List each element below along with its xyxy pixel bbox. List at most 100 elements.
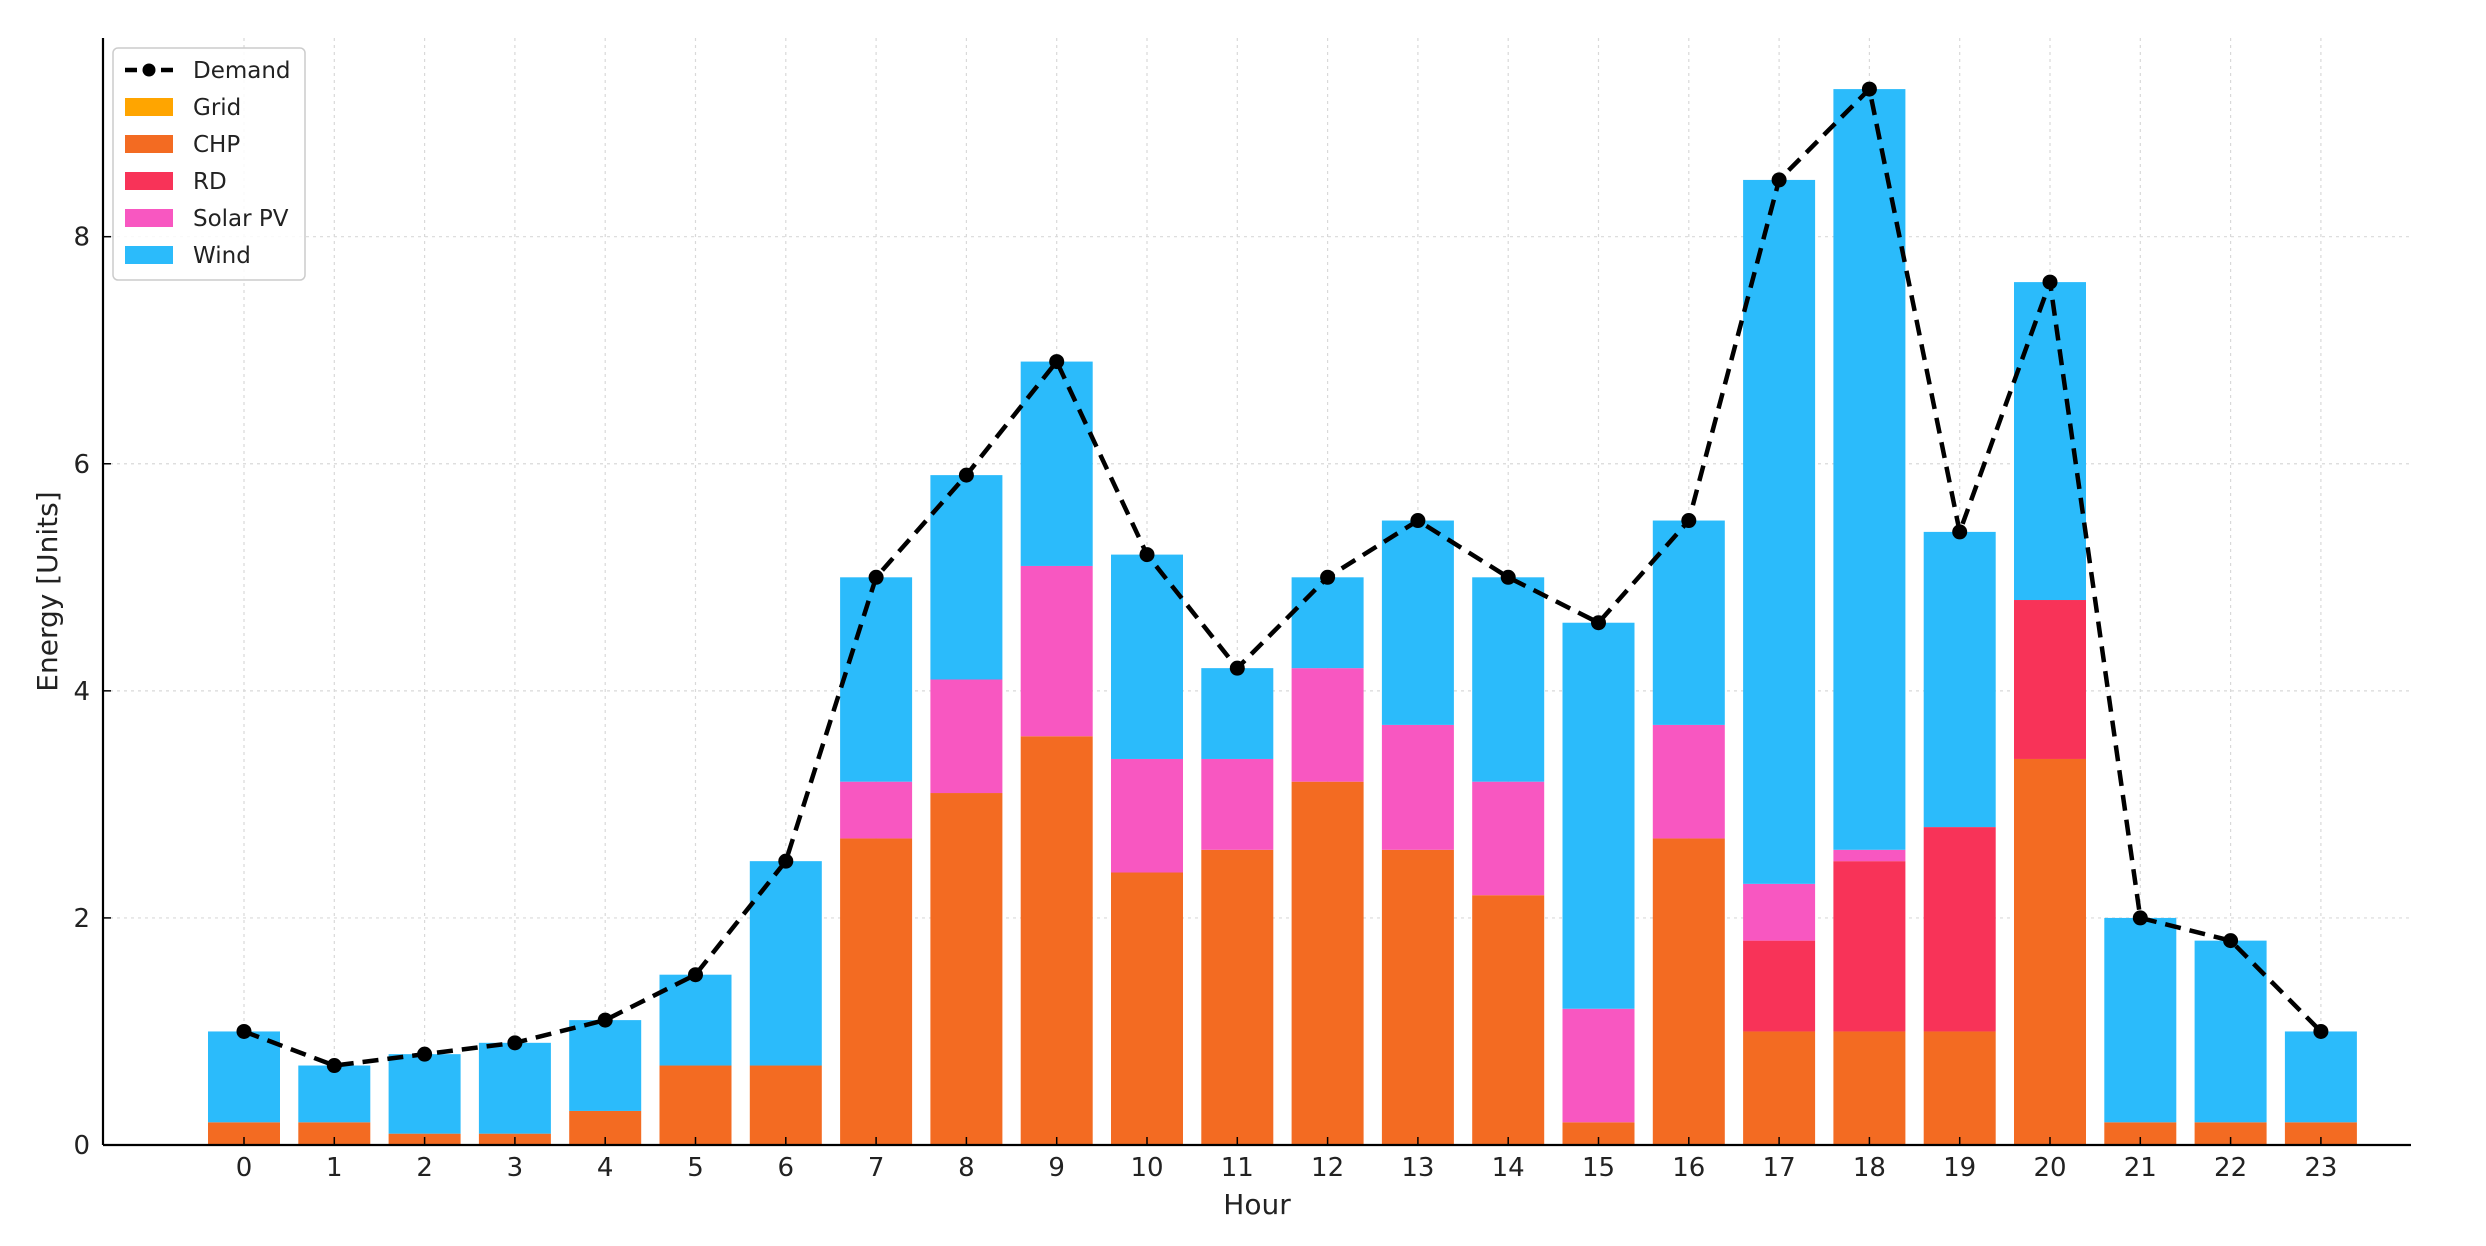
bar-segment-chp [749, 1065, 822, 1145]
x-tick-label: 16 [1672, 1153, 1705, 1183]
bar-segment-chp [298, 1122, 371, 1145]
x-tick-label: 1 [326, 1153, 343, 1183]
demand-point [1500, 569, 1516, 585]
x-tick-label: 3 [507, 1153, 524, 1183]
bar-segment-wind [1201, 668, 1274, 759]
bar-segment-solar-pv [1020, 565, 1093, 737]
bar-segment-solar-pv [930, 679, 1003, 794]
legend-label-chp: CHP [193, 132, 240, 158]
demand-point [1771, 172, 1787, 188]
demand-point [597, 1012, 613, 1028]
bar-segment-chp [2284, 1122, 2357, 1145]
bar-segment-solar-pv [1201, 758, 1274, 850]
legend-label-wind: Wind [193, 243, 251, 269]
bar-segment-rd [1743, 940, 1816, 1032]
demand-point [1229, 660, 1245, 676]
bars [208, 89, 2357, 1145]
x-tick-label: 12 [1311, 1153, 1344, 1183]
y-tick-label: 8 [73, 223, 90, 253]
x-tick-label: 18 [1853, 1153, 1886, 1183]
x-tick-label: 9 [1048, 1153, 1065, 1183]
demand-point [1681, 513, 1697, 529]
legend-swatch-rd [125, 172, 173, 190]
bar-segment-chp [2104, 1122, 2177, 1145]
x-tick-label: 23 [2304, 1153, 2337, 1183]
legend-swatch-grid [125, 98, 173, 116]
demand-point [1952, 524, 1968, 540]
demand-point [1049, 354, 1065, 370]
bar-segment-chp [1201, 849, 1274, 1145]
legend: Demand Grid CHP RD Solar PV Wind [112, 47, 306, 281]
bar-segment-solar-pv [1111, 758, 1183, 873]
bar-segment-rd [1833, 861, 1906, 1032]
bar-segment-wind [388, 1054, 461, 1134]
bar-segment-solar-pv [1472, 781, 1545, 896]
demand-line [243, 86, 2323, 1068]
legend-swatch-wind [125, 246, 173, 264]
bar-segment-wind [1020, 361, 1093, 566]
x-tick-label: 8 [958, 1153, 975, 1183]
x-tick-label: 11 [1221, 1153, 1254, 1183]
bar-segment-rd [2014, 600, 2086, 759]
bar-segment-solar-pv [1562, 1008, 1635, 1123]
demand-point [507, 1035, 523, 1051]
y-axis-title: Energy [Units] [31, 491, 64, 691]
bar-segment-solar-pv [840, 781, 913, 839]
bar-segment-solar-pv [1381, 724, 1454, 850]
bar-segment-wind [930, 475, 1003, 680]
bar-segment-chp [1743, 1031, 1816, 1145]
bar-segment-wind [749, 861, 822, 1066]
bar-segment-chp [208, 1122, 280, 1145]
x-tick-label: 15 [1582, 1153, 1615, 1183]
demand-point [958, 467, 974, 483]
x-tick-labels: 0 1 2 3 4 5 6 7 8 9 10 11 12 13 14 15 16 17 18 19 20 21 22 23 [236, 1153, 2338, 1183]
demand-point [1591, 615, 1606, 631]
legend-swatch-solar-pv [125, 209, 173, 227]
demand-point [1410, 513, 1426, 529]
bar-segment-chp [1562, 1122, 1635, 1145]
bar-segment-chp [1652, 838, 1725, 1145]
x-tick-label: 2 [416, 1153, 433, 1183]
bar-segment-solar-pv [1743, 883, 1816, 941]
demand-point [1320, 569, 1336, 585]
bar-segment-wind [298, 1065, 371, 1123]
demand-line-group [236, 81, 2329, 1074]
bar-segment-wind [1652, 520, 1725, 725]
demand-point [236, 1023, 252, 1039]
bar-segment-wind [1743, 179, 1816, 884]
legend-label-solar-pv: Solar PV [193, 206, 289, 232]
demand-point [417, 1046, 433, 1062]
bar-segment-wind [2014, 282, 2086, 601]
x-tick-label: 19 [1943, 1153, 1976, 1183]
demand-point [1139, 547, 1155, 563]
x-axis-title: Hour [1223, 1188, 1291, 1221]
y-tick-label: 4 [73, 677, 90, 707]
demand-point [868, 569, 884, 585]
bar-segment-wind [2284, 1031, 2357, 1123]
bar-segment-chp [2194, 1122, 2267, 1145]
bar-segment-chp [1020, 736, 1093, 1145]
x-tick-label: 0 [236, 1153, 253, 1183]
bar-segment-chp [1111, 872, 1183, 1145]
bar-segment-wind [1923, 531, 1996, 828]
demand-point [778, 853, 794, 869]
x-tick-label: 7 [868, 1153, 885, 1183]
bar-segment-wind [208, 1031, 280, 1123]
x-tick-label: 6 [778, 1153, 795, 1183]
demand-point [1861, 81, 1877, 97]
demand-point [688, 967, 703, 983]
bar-segment-wind [569, 1020, 642, 1111]
demand-point [2313, 1023, 2329, 1039]
bar-segment-wind [2104, 917, 2177, 1123]
x-tick-label: 14 [1492, 1153, 1525, 1183]
x-tick-label: 20 [2033, 1153, 2066, 1183]
bar-segment-chp [840, 838, 913, 1145]
y-tick-labels: 0 2 4 6 8 [73, 223, 90, 1161]
x-tick-label: 21 [2124, 1153, 2157, 1183]
bar-segment-chp [1923, 1031, 1996, 1145]
x-tick-label: 10 [1130, 1153, 1163, 1183]
x-tick-label: 4 [597, 1153, 614, 1183]
bar-segment-wind [1291, 577, 1364, 669]
bar-segment-wind [1111, 554, 1183, 759]
